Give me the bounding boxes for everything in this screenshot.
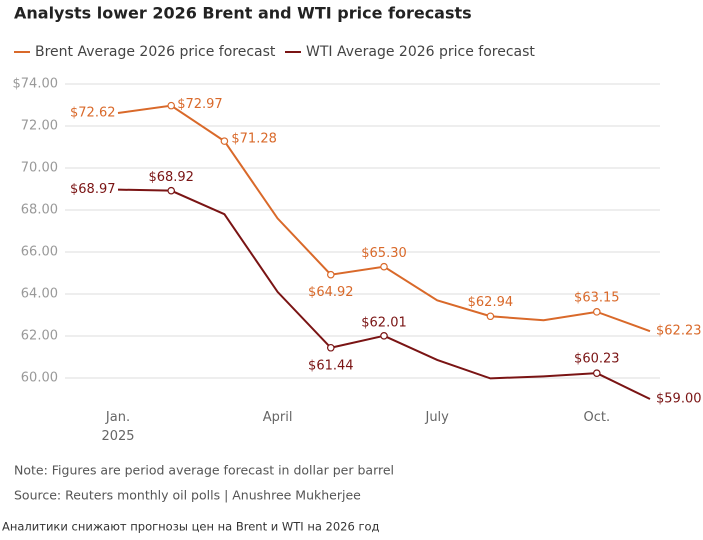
point-marker: [592, 369, 601, 377]
caption: Аналитики снижают прогнозы цен на Brent …: [2, 520, 380, 534]
value-label: $60.23: [574, 352, 620, 367]
point-marker: [380, 262, 388, 271]
y-tick-label: $74.00: [13, 77, 59, 92]
value-label: $61.44: [308, 358, 354, 373]
y-tick-label: 66.00: [21, 245, 58, 260]
x-tick-label: Oct.: [583, 410, 611, 425]
y-tick-label: 72.00: [21, 119, 58, 134]
point-marker: [326, 343, 335, 352]
point-marker: [167, 186, 176, 195]
value-label: $72.62: [70, 105, 116, 120]
y-tick-label: 70.00: [21, 161, 58, 176]
y-tick-label: 60.00: [21, 371, 58, 386]
legend-label: Brent Average 2026 price forecast: [35, 44, 276, 60]
value-label: $62.01: [361, 315, 407, 330]
point-marker: [486, 312, 495, 321]
note: Note: Figures are period average forecas…: [14, 463, 394, 478]
value-label: $64.92: [308, 285, 354, 300]
chart-title: Analysts lower 2026 Brent and WTI price …: [14, 4, 472, 23]
point-marker: [380, 331, 388, 340]
value-label: $62.23: [656, 324, 702, 339]
point-marker: [592, 308, 601, 316]
value-label: $71.28: [231, 132, 277, 147]
value-label: $63.15: [574, 290, 620, 305]
point-marker: [220, 137, 229, 145]
series-line: [117, 104, 651, 333]
x-tick-label: Jan. 2025: [101, 410, 135, 444]
y-tick-label: 64.00: [21, 287, 58, 302]
x-tick-label: April: [262, 410, 293, 425]
x-tick-label: July: [425, 410, 449, 425]
value-label: $68.92: [148, 170, 194, 185]
y-tick-label: 68.00: [21, 203, 58, 218]
value-label: $65.30: [361, 246, 407, 261]
legend-label: WTI Average 2026 price forecast: [306, 44, 535, 60]
value-label: $59.00: [656, 392, 702, 407]
y-tick-label: 62.00: [21, 329, 58, 344]
value-label: $62.94: [468, 295, 514, 310]
value-label: $72.97: [177, 97, 223, 112]
point-marker: [167, 101, 176, 110]
source: Source: Reuters monthly oil polls | Anus…: [14, 488, 361, 503]
point-marker: [326, 270, 335, 279]
value-label: $68.97: [70, 182, 116, 197]
